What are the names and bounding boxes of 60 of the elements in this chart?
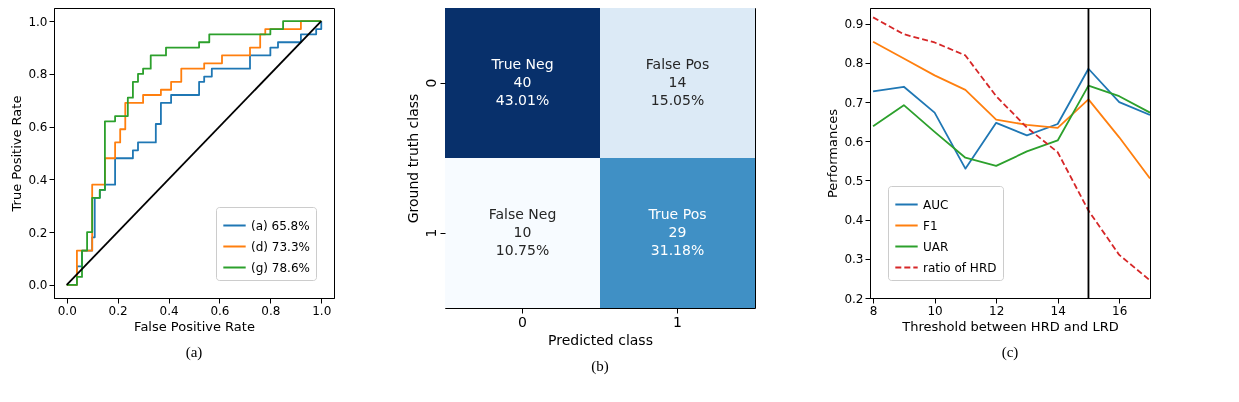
y-tick-label: 0.7 <box>844 95 864 110</box>
x-tick-label: 10 <box>927 303 943 318</box>
y-tick-label: 0.2 <box>844 291 864 306</box>
x-axis-title: Predicted class <box>548 331 653 348</box>
x-tick-label: 12 <box>989 303 1005 318</box>
y-axis-title: Performances <box>825 108 841 199</box>
annotation: 31.18% <box>650 242 705 258</box>
annotation: 10.75% <box>495 242 550 258</box>
legend-label: UAR <box>923 239 949 254</box>
x-axis-title: Threshold between HRD and LRD <box>901 318 1119 334</box>
line-series <box>872 16 1150 282</box>
x-tick-label: 16 <box>1112 303 1128 318</box>
line-series <box>65 20 323 286</box>
annotation: 43.01% <box>495 92 550 108</box>
y-tick-label: 0.4 <box>844 213 864 228</box>
annotation: 15.05% <box>650 92 705 108</box>
y-tick-label: 0.0 <box>28 278 48 293</box>
x-axis-title: False Positive Rate <box>134 318 255 334</box>
x-tick-label: 0.6 <box>210 303 230 318</box>
text: (c) <box>1001 344 1019 361</box>
x-tick-label: 0 <box>518 313 527 330</box>
y-tick-label: 0.4 <box>28 172 48 187</box>
y-tick-label: 1.0 <box>28 14 48 29</box>
y-tick-label: 0.9 <box>844 17 864 32</box>
text: (a) <box>185 344 203 361</box>
x-tick-label: 0.0 <box>57 303 77 318</box>
y-axis-title: True Positive Rate <box>9 95 25 213</box>
x-tick-label: 14 <box>1050 303 1066 318</box>
legend-label: (d) 73.3% <box>251 239 310 254</box>
legend-label: (g) 78.6% <box>251 260 310 275</box>
y-tick-label: 0.8 <box>844 56 864 71</box>
annotation: True Neg <box>490 56 554 72</box>
legend-label: ratio of HRD <box>923 260 997 275</box>
legend-label: (a) 65.8% <box>251 218 310 233</box>
annotation: True Pos <box>647 206 707 222</box>
x-tick-label: 1.0 <box>312 303 332 318</box>
y-tick-label: 0.6 <box>844 134 864 149</box>
legend-label: F1 <box>923 218 938 233</box>
data-label: 40 <box>513 74 532 90</box>
y-tick-label: 0.8 <box>28 67 48 82</box>
line-series <box>872 67 1150 170</box>
line-series <box>872 84 1150 167</box>
y-axis-title: Ground truth class <box>404 93 421 224</box>
data-label: 14 <box>668 74 687 90</box>
x-tick-label: 0.2 <box>108 303 128 318</box>
annotation: False Pos <box>645 56 710 72</box>
y-tick-label: 0.2 <box>28 225 48 240</box>
y-tick-label: 0.6 <box>28 120 48 135</box>
line-series <box>872 40 1150 180</box>
y-tick-label: 0.3 <box>844 252 864 267</box>
x-tick-label: 1 <box>673 313 682 330</box>
data-label: 10 <box>513 224 532 240</box>
x-tick-label: 0.4 <box>159 303 179 318</box>
legend-label: AUC <box>923 197 949 212</box>
text: (b) <box>591 358 609 375</box>
annotation: False Neg <box>488 206 557 222</box>
data-label: 29 <box>668 224 687 240</box>
x-tick-label: 8 <box>869 303 878 318</box>
y-tick-label: 0.5 <box>844 173 864 188</box>
x-tick-label: 0.8 <box>261 303 281 318</box>
